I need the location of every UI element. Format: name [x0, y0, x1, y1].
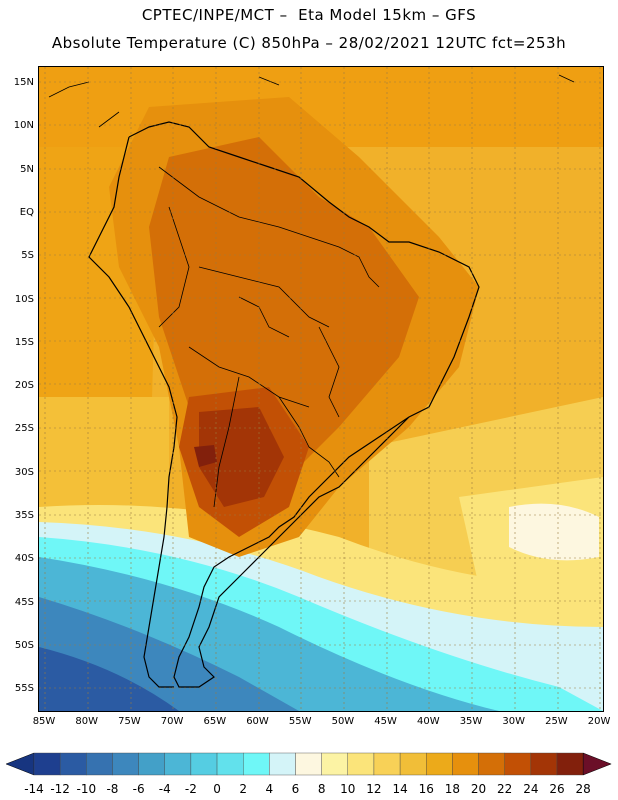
latitude-label: 15N	[13, 77, 34, 88]
colorbar-segment	[556, 752, 584, 776]
colorbar-segment	[530, 752, 558, 776]
colorbar-label: -6	[132, 782, 145, 796]
field-atlantic-cream	[509, 503, 599, 561]
latitude-label: 35S	[14, 510, 34, 521]
longitude-label: 55W	[288, 716, 312, 727]
colorbar-segment	[373, 752, 401, 776]
colorbar-segment	[347, 752, 375, 776]
colorbar-label: 20	[470, 782, 487, 796]
longitude-label: 80W	[75, 716, 98, 727]
colorbar-over-arrow	[582, 752, 612, 776]
colorbar-label: 16	[418, 782, 434, 796]
colorbar-label: -4	[158, 782, 171, 796]
longitude-label: 25W	[545, 716, 568, 727]
colorbar-segment	[112, 752, 139, 776]
longitude-label: 30W	[502, 716, 525, 727]
longitude-label: 65W	[203, 716, 227, 727]
colorbar-segment	[399, 752, 427, 776]
longitude-label: 75W	[118, 716, 141, 727]
latitude-label: 20S	[14, 380, 34, 392]
colorbar-label: 10	[340, 782, 356, 796]
latitude-label: 10N	[13, 120, 34, 132]
colorbar-label: -14	[24, 782, 44, 796]
field-pacific-cool	[39, 397, 169, 517]
colorbar-segment	[164, 752, 192, 776]
latitude-label: 30S	[14, 466, 34, 478]
temperature-map	[38, 66, 604, 712]
map-field	[39, 67, 603, 711]
field-core-hotter	[199, 407, 284, 507]
latitude-label: 10S	[14, 293, 34, 305]
latitude-label: 15S	[14, 336, 34, 348]
latitude-label: 5N	[20, 163, 34, 175]
colorbar-segment	[321, 752, 348, 776]
colorbar-segment	[59, 752, 87, 776]
colorbar-under-arrow	[6, 752, 35, 776]
caribbean-islands	[48, 74, 575, 128]
colorbar-label: 28	[575, 782, 591, 796]
latitude-label: 5S	[21, 250, 34, 262]
colorbar-segment	[269, 752, 296, 776]
colorbar-label: 0	[213, 782, 221, 796]
coastline-pacific	[88, 136, 178, 688]
colorbar-segment	[426, 752, 453, 776]
field-south-deep	[39, 647, 179, 711]
latitude-label: 40S	[14, 553, 34, 565]
colorbar-label: 18	[444, 782, 461, 796]
colorbar-label: 26	[549, 782, 565, 796]
longitude-label: 60W	[246, 716, 269, 727]
longitude-label: 85W	[32, 716, 56, 727]
colorbar-label: 8	[317, 782, 326, 796]
coastline-south-america	[128, 121, 480, 688]
colorbar-label: 24	[523, 782, 539, 796]
colorbar-label: -8	[106, 782, 119, 796]
latitude-label: EQ	[19, 206, 34, 218]
longitude-label: 45W	[374, 716, 397, 727]
graticule	[39, 67, 603, 711]
colorbar-label: 4	[265, 782, 274, 796]
colorbar-segment	[138, 752, 165, 776]
field-core-max	[194, 445, 217, 467]
colorbar-segment	[504, 752, 532, 776]
colorbar-segment	[295, 752, 322, 776]
colorbar-segment	[86, 752, 113, 776]
longitude-label: 70W	[160, 716, 184, 727]
colorbar-label: 12	[366, 782, 382, 796]
colorbar-label: -12	[50, 782, 70, 796]
longitude-label: 40W	[416, 716, 440, 727]
latitude-label: 55S	[14, 683, 34, 695]
longitude-label: 20W	[587, 716, 611, 727]
colorbar-segment	[190, 752, 218, 776]
colorbar-segment	[242, 752, 270, 776]
colorbar	[6, 752, 612, 776]
colorbar-segment	[216, 752, 244, 776]
title-line-1: CPTEC/INPE/MCT – Eta Model 15km – GFS	[141, 6, 477, 24]
latitude-label: 50S	[14, 639, 34, 651]
colorbar-segment	[478, 752, 505, 776]
longitude-label: 50W	[331, 716, 355, 727]
colorbar-label: 14	[392, 782, 408, 796]
colorbar-label: -10	[76, 782, 97, 796]
longitude-label: 35W	[459, 716, 483, 727]
colorbar-segment	[452, 752, 479, 776]
latitude-label: 25S	[14, 423, 34, 435]
latitude-label: 45S	[14, 596, 34, 608]
colorbar-label: -2	[184, 782, 197, 796]
colorbar-segment	[33, 752, 61, 776]
colorbar-label: 22	[497, 782, 513, 796]
title-line-2: Absolute Temperature (C) 850hPa – 28/02/…	[51, 34, 567, 52]
colorbar-label: 6	[291, 782, 300, 796]
colorbar-label: 2	[239, 782, 248, 796]
